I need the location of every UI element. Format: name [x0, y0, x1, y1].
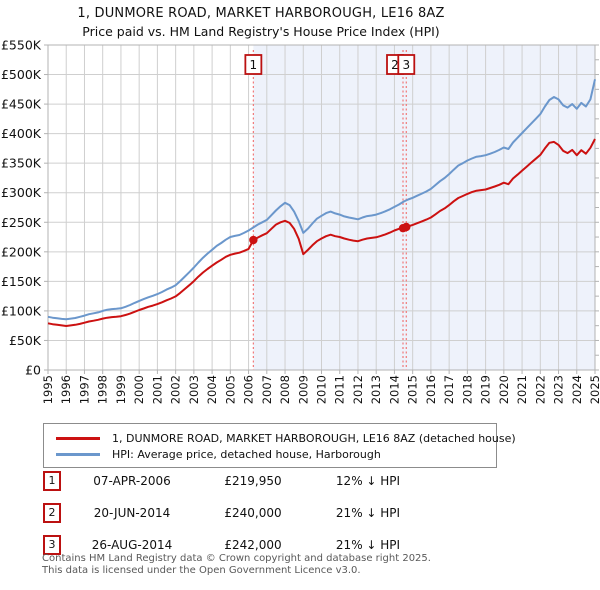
svg-text:2014: 2014	[387, 375, 401, 404]
footer-licence: This data is licensed under the Open Gov…	[42, 564, 361, 576]
transaction-row: 3 26-AUG-2014 £242,000 21% ↓ HPI	[43, 534, 433, 555]
legend-label-property: 1, DUNMORE ROAD, MARKET HARBOROUGH, LE16…	[112, 431, 516, 445]
transaction-number-badge: 1	[43, 470, 61, 491]
svg-text:2005: 2005	[223, 375, 237, 404]
svg-text:2011: 2011	[333, 375, 347, 404]
svg-text:1999: 1999	[114, 375, 128, 404]
svg-text:2021: 2021	[515, 375, 529, 404]
svg-text:2008: 2008	[278, 375, 292, 404]
price-chart: 1 2 3 1995 1996 1997 1998 1999 2000 2001 2002 2003 2…	[1, 38, 600, 405]
svg-text:2023: 2023	[552, 375, 566, 404]
svg-text:2025: 2025	[588, 375, 600, 404]
hpi-line-swatch	[56, 452, 100, 456]
transaction-number-badge: 3	[43, 534, 61, 555]
svg-text:2006: 2006	[242, 375, 256, 404]
svg-text:2020: 2020	[497, 375, 511, 404]
svg-text:2000: 2000	[132, 375, 146, 404]
transaction-number-badge: 2	[43, 502, 61, 523]
svg-text:£100K: £100K	[1, 303, 42, 318]
svg-text:3: 3	[402, 58, 410, 72]
footer-attribution: Contains HM Land Registry data © Crown c…	[42, 553, 431, 564]
svg-text:£50K: £50K	[9, 333, 42, 348]
svg-text:2024: 2024	[570, 375, 584, 404]
transaction-date: 20-JUN-2014	[93, 505, 171, 520]
chart-title: 1, DUNMORE ROAD, MARKET HARBOROUGH, LE16…	[77, 6, 445, 21]
svg-text:2010: 2010	[315, 375, 329, 404]
transaction-price: £240,000	[224, 505, 282, 520]
svg-text:£350K: £350K	[1, 156, 42, 171]
svg-text:1997: 1997	[77, 375, 91, 404]
footer: Contains HM Land Registry data © Crown c…	[42, 553, 431, 576]
svg-text:1: 1	[250, 58, 258, 72]
transaction-row: 1 07-APR-2006 £219,950 12% ↓ HPI	[43, 470, 433, 491]
transaction-date: 07-APR-2006	[93, 473, 171, 488]
transaction-hpi-delta: 21% ↓ HPI	[335, 537, 401, 552]
transaction-row: 2 20-JUN-2014 £240,000 21% ↓ HPI	[43, 502, 433, 523]
svg-text:2017: 2017	[442, 375, 456, 404]
svg-text:2003: 2003	[187, 375, 201, 404]
svg-text:£300K: £300K	[1, 185, 42, 200]
svg-text:2019: 2019	[479, 375, 493, 404]
svg-text:2016: 2016	[424, 375, 438, 404]
svg-text:2: 2	[391, 58, 399, 72]
svg-text:1998: 1998	[96, 375, 110, 404]
legend-entry-hpi: HPI: Average price, detached house, Harb…	[56, 446, 492, 462]
svg-text:£0: £0	[25, 363, 41, 378]
svg-text:2022: 2022	[533, 375, 547, 404]
legend: 1, DUNMORE ROAD, MARKET HARBOROUGH, LE16…	[43, 423, 516, 468]
svg-text:2015: 2015	[406, 375, 420, 404]
legend-entry-property: 1, DUNMORE ROAD, MARKET HARBOROUGH, LE16…	[56, 430, 516, 446]
svg-text:£400K: £400K	[1, 126, 42, 141]
svg-text:1995: 1995	[41, 375, 55, 404]
svg-text:£450K: £450K	[1, 97, 42, 112]
transaction-hpi-delta: 21% ↓ HPI	[335, 505, 401, 520]
svg-text:£250K: £250K	[1, 215, 42, 230]
svg-text:2013: 2013	[369, 375, 383, 404]
transaction-price: £219,950	[224, 473, 282, 488]
svg-text:£550K: £550K	[1, 38, 42, 53]
transaction-hpi-delta: 12% ↓ HPI	[335, 473, 401, 488]
svg-text:2012: 2012	[351, 375, 365, 404]
svg-text:1996: 1996	[59, 375, 73, 404]
svg-text:2018: 2018	[460, 375, 474, 404]
svg-text:£200K: £200K	[1, 244, 42, 259]
transactions-table: 1 07-APR-2006 £219,950 12% ↓ HPI 2 20-JU…	[43, 470, 433, 566]
legend-label-hpi: HPI: Average price, detached house, Harb…	[112, 447, 381, 461]
chart-subtitle: Price paid vs. HM Land Registry's House …	[82, 24, 440, 39]
transaction-price: £242,000	[224, 537, 282, 552]
transaction-date: 26-AUG-2014	[91, 537, 173, 552]
svg-text:2009: 2009	[296, 375, 310, 404]
property-line-swatch	[56, 436, 100, 440]
svg-text:2001: 2001	[150, 375, 164, 404]
svg-text:2002: 2002	[169, 375, 183, 404]
svg-text:2007: 2007	[260, 375, 274, 404]
svg-text:£500K: £500K	[1, 67, 42, 82]
svg-text:2004: 2004	[205, 375, 219, 404]
svg-text:£150K: £150K	[1, 274, 42, 289]
